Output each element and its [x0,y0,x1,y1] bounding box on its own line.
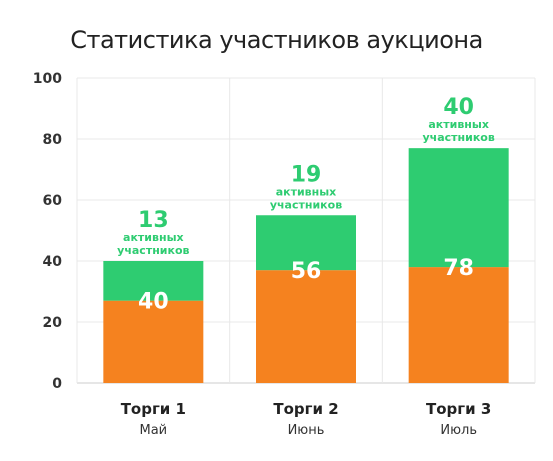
x-category-label: Торги 2 [273,400,338,418]
y-tick-label: 60 [43,193,63,209]
y-tick-label: 40 [43,254,63,270]
chart-title: Статистика участников аукциона [70,26,483,54]
bar-top-caption-line1: активных [123,231,184,244]
y-tick-label: 100 [33,71,62,87]
bar-top-caption-line1: активных [276,185,337,198]
y-tick-label: 0 [52,376,62,392]
bar-top-caption-line2: участников [422,131,494,144]
bar-segment-primary [256,270,356,383]
x-subcategory-label: Май [140,423,168,438]
bar-segment-secondary [103,261,204,301]
x-category-label: Торги 3 [426,400,491,418]
bar-segment-primary [103,300,204,383]
bar-top-caption-line1: активных [428,118,489,131]
bar-top-value: 13 [138,208,169,233]
bar-top-caption-line2: участников [270,198,342,211]
bar-inner-label: 56 [291,259,322,284]
bar-top-value: 40 [443,95,474,120]
y-tick-label: 80 [43,132,63,148]
y-tick-label: 20 [43,315,63,331]
bar-top-value: 19 [291,162,322,187]
bar-segment-secondary [408,148,509,268]
bar-inner-label: 40 [138,290,169,315]
bar-inner-label: 78 [443,256,474,281]
bar-segment-primary [408,267,509,383]
x-subcategory-label: Июнь [288,423,325,438]
x-subcategory-label: Июль [440,423,477,438]
bar-segment-secondary [256,215,356,271]
bar-top-caption-line2: участников [117,244,189,257]
x-category-label: Торги 1 [121,400,186,418]
